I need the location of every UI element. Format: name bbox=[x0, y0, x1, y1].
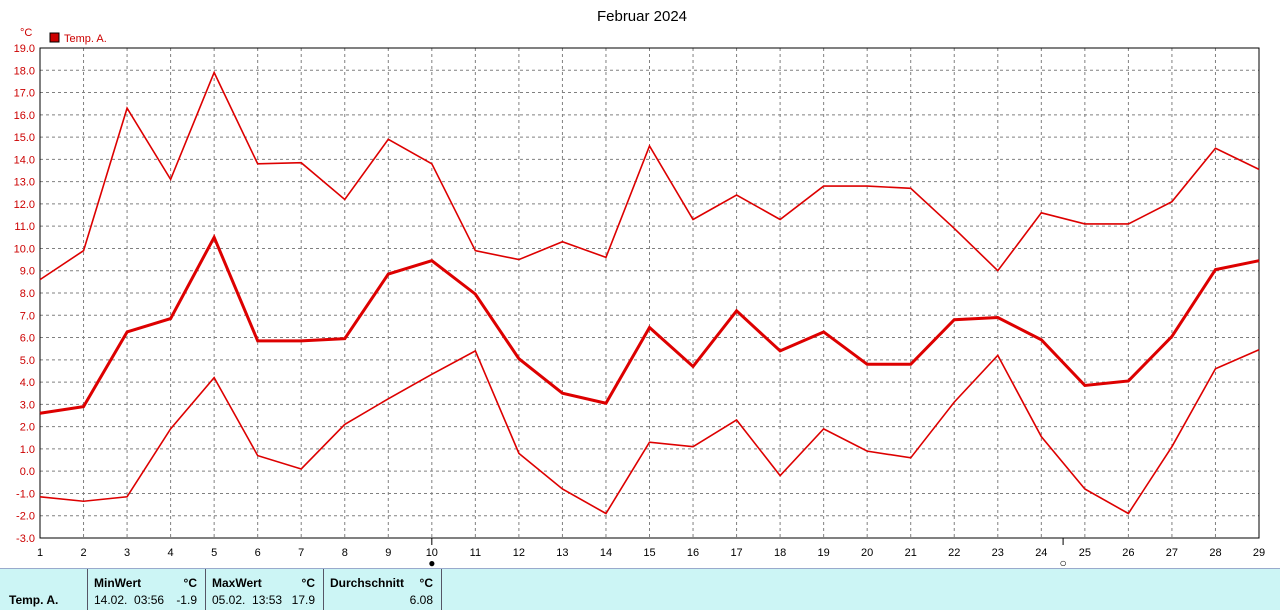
avg-unit: °C bbox=[419, 576, 433, 590]
min-unit: °C bbox=[183, 576, 197, 590]
y-tick-label: 13.0 bbox=[14, 177, 35, 189]
stats-max-cell: MaxWert °C 05.02. 13:53 17.9 bbox=[206, 569, 324, 610]
series-line-max bbox=[39, 70, 1260, 281]
x-tick-label: 8 bbox=[342, 547, 348, 559]
max-header: MaxWert bbox=[212, 576, 262, 590]
y-tick-label: 3.0 bbox=[20, 399, 35, 411]
y-tick-label: 7.0 bbox=[20, 310, 35, 322]
x-tick-label: 16 bbox=[687, 547, 699, 559]
avg-header: Durchschnitt bbox=[330, 576, 405, 590]
y-axis-ticks: 19.0 18.0 17.0 16.0 15.0 14.0 13.0 12.0 11.0 10.0… bbox=[14, 43, 35, 545]
x-tick-label: 7 bbox=[298, 547, 304, 559]
series-lines bbox=[39, 70, 1260, 515]
y-tick-label: 14.0 bbox=[14, 154, 35, 166]
x-tick-label: 14 bbox=[600, 547, 612, 559]
x-tick-label: 25 bbox=[1079, 547, 1091, 559]
x-tick-label: 4 bbox=[168, 547, 174, 559]
y-unit-label: °C bbox=[20, 27, 32, 39]
stats-bar: Temp. A. MinWert °C 14.02. 03:56 -1.9 Ma… bbox=[0, 568, 1280, 610]
stats-min-cell: MinWert °C 14.02. 03:56 -1.9 bbox=[88, 569, 206, 610]
y-tick-label: 19.0 bbox=[14, 43, 35, 55]
y-tick-label: 11.0 bbox=[14, 221, 35, 233]
chart-title: Februar 2024 bbox=[597, 8, 687, 25]
x-tick-label: 6 bbox=[255, 547, 261, 559]
x-tick-label: 26 bbox=[1122, 547, 1134, 559]
x-tick-label: 19 bbox=[818, 547, 830, 559]
legend-swatch bbox=[49, 32, 60, 43]
y-tick-label: 10.0 bbox=[14, 243, 35, 255]
x-tick-label: 29 bbox=[1253, 547, 1265, 559]
x-tick-label: 1 bbox=[37, 547, 43, 559]
moon-phase-markers: ● ○ bbox=[428, 538, 1067, 568]
stats-series-label: Temp. A. bbox=[9, 593, 59, 607]
x-tick-label: 9 bbox=[385, 547, 391, 559]
y-tick-label: 8.0 bbox=[20, 288, 35, 300]
avg-value: 6.08 bbox=[409, 593, 433, 607]
y-tick-label: 9.0 bbox=[20, 266, 35, 278]
y-tick-label: -3.0 bbox=[16, 533, 35, 545]
x-tick-label: 20 bbox=[861, 547, 873, 559]
x-tick-label: 5 bbox=[211, 547, 217, 559]
stats-avg-cell: Durchschnitt °C 6.08 bbox=[324, 569, 442, 610]
x-tick-label: 24 bbox=[1035, 547, 1047, 559]
x-tick-label: 2 bbox=[80, 547, 86, 559]
min-header: MinWert bbox=[94, 576, 142, 590]
x-tick-label: 23 bbox=[992, 547, 1004, 559]
min-value: -1.9 bbox=[176, 593, 197, 607]
stats-series-cell: Temp. A. bbox=[0, 569, 88, 610]
x-tick-label: 27 bbox=[1166, 547, 1178, 559]
y-tick-label: -1.0 bbox=[16, 488, 35, 500]
y-tick-label: 2.0 bbox=[20, 422, 35, 434]
min-time: 14.02. 03:56 bbox=[94, 593, 165, 607]
plot-frame bbox=[39, 47, 1260, 539]
series-line-mean bbox=[39, 233, 1260, 415]
y-tick-label: 5.0 bbox=[20, 355, 35, 367]
x-tick-label: 17 bbox=[730, 547, 742, 559]
x-tick-label: 11 bbox=[470, 547, 481, 559]
x-tick-label: 13 bbox=[556, 547, 568, 559]
temperature-chart: 19.018.017.016.015.014.013.012.011.010.0… bbox=[14, 8, 1266, 568]
x-tick-label: 15 bbox=[643, 547, 655, 559]
y-tick-label: 1.0 bbox=[20, 444, 35, 456]
legend-label: Temp. A. bbox=[64, 33, 107, 45]
x-axis-ticks: 1 2 3 4 5 6 7 8 9 10 11 12 13 14 15 16 17 18 19 20 21 22 23 24 2… bbox=[37, 547, 1265, 559]
full-moon-icon: ○ bbox=[1059, 556, 1066, 568]
series-line-min bbox=[39, 349, 1260, 515]
chart-grid bbox=[39, 47, 1260, 539]
y-tick-label: 12.0 bbox=[14, 199, 35, 211]
y-tick-label: 16.0 bbox=[14, 110, 35, 122]
max-unit: °C bbox=[301, 576, 315, 590]
x-tick-label: 3 bbox=[124, 547, 130, 559]
y-tick-label: 15.0 bbox=[14, 132, 35, 144]
y-tick-label: -2.0 bbox=[16, 511, 35, 523]
max-value: 17.9 bbox=[291, 593, 315, 607]
y-tick-label: 17.0 bbox=[14, 88, 35, 100]
y-tick-label: 6.0 bbox=[20, 333, 35, 345]
y-tick-label: 4.0 bbox=[20, 377, 35, 389]
x-tick-label: 18 bbox=[774, 547, 786, 559]
new-moon-icon: ● bbox=[428, 556, 435, 568]
y-tick-label: 0.0 bbox=[20, 466, 35, 478]
y-tick-label: 18.0 bbox=[14, 65, 35, 77]
x-tick-label: 28 bbox=[1209, 547, 1221, 559]
x-tick-label: 21 bbox=[905, 547, 917, 559]
max-time: 05.02. 13:53 bbox=[212, 593, 283, 607]
x-tick-label: 12 bbox=[513, 547, 525, 559]
x-tick-label: 10 bbox=[426, 547, 438, 559]
x-tick-label: 22 bbox=[948, 547, 960, 559]
